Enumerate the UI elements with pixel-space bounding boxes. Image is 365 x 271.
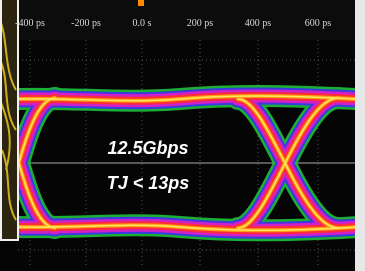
trigger-marker bbox=[138, 0, 144, 6]
x-tick-label: 400 ps bbox=[245, 18, 272, 29]
page: -400 ps -200 ps 0.0 s 200 ps 400 ps 600 … bbox=[0, 0, 365, 271]
x-tick-label: -400 ps bbox=[15, 18, 45, 29]
x-tick-label: 600 ps bbox=[305, 18, 332, 29]
x-tick-label: 0.0 s bbox=[133, 18, 152, 29]
scope-screenshot: -400 ps -200 ps 0.0 s 200 ps 400 ps 600 … bbox=[0, 0, 365, 271]
left-inset bbox=[0, 0, 18, 240]
x-tick-label: -200 ps bbox=[71, 18, 101, 29]
annotation-line: 12.5Gbps bbox=[107, 138, 188, 158]
right-edge bbox=[355, 0, 365, 271]
annotation-line: TJ < 13ps bbox=[107, 173, 190, 193]
x-tick-label: 200 ps bbox=[187, 18, 214, 29]
